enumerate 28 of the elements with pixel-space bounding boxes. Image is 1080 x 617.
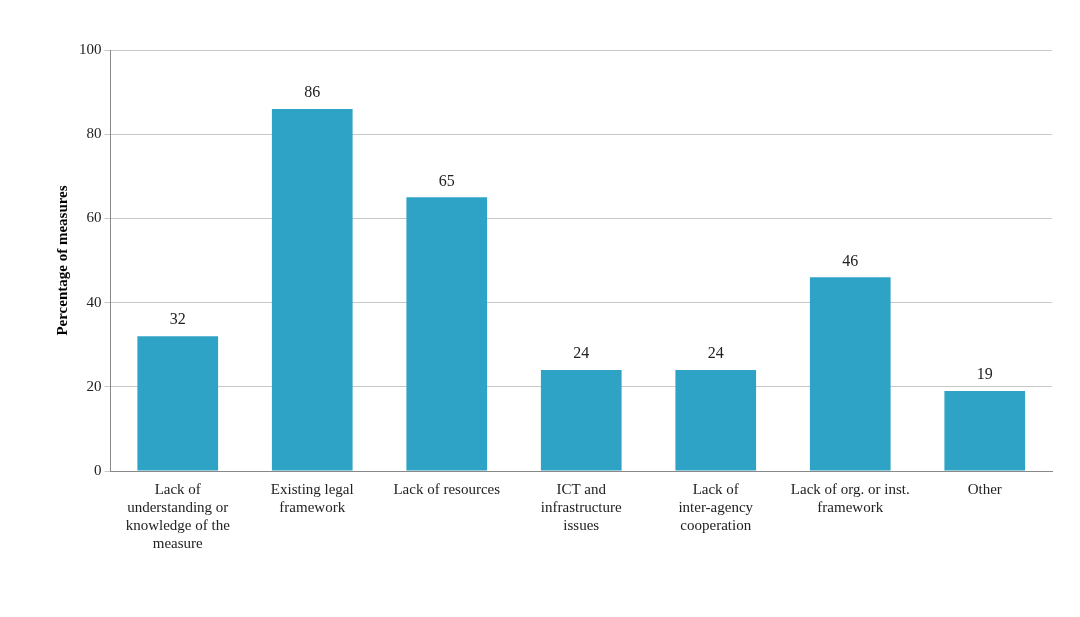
data-label: 46 (842, 251, 859, 269)
y-tick-label: 80 (86, 125, 102, 142)
y-tick-label: 40 (86, 293, 102, 310)
bar (944, 391, 1026, 471)
data-label: 24 (573, 344, 590, 362)
bar (271, 108, 353, 471)
bar (809, 277, 891, 471)
x-tick-label: Other (967, 480, 1002, 497)
data-label: 86 (304, 83, 321, 101)
x-tick-label: Lack of inter-agency cooperation (678, 480, 754, 533)
x-tick-label: ICT and infrastructure issues (540, 480, 622, 533)
x-tick-label: Lack of org. or inst. framework (790, 480, 910, 515)
x-tick-label: Lack of understanding or knowledge of the measure (125, 480, 231, 551)
x-tick-label: Existing legal framework (270, 480, 354, 515)
y-tick-label: 0 (94, 461, 102, 478)
bar (406, 197, 488, 471)
y-tick-label: 100 (79, 40, 102, 57)
y-axis-title: Percentage of measures (53, 185, 70, 336)
data-label: 32 (169, 310, 186, 328)
x-tick-label: Lack of resources (393, 480, 501, 497)
bar (540, 369, 622, 471)
bar (137, 336, 219, 471)
data-label: 65 (438, 171, 455, 189)
bar (675, 369, 757, 471)
data-label: 19 (976, 365, 993, 383)
y-tick-label: 20 (86, 377, 102, 394)
y-tick-label: 60 (86, 209, 102, 226)
data-label: 24 (707, 344, 724, 362)
